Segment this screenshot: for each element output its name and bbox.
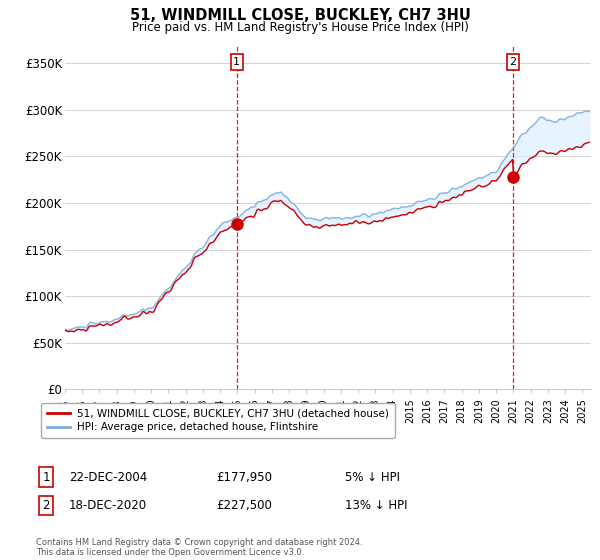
Text: Price paid vs. HM Land Registry's House Price Index (HPI): Price paid vs. HM Land Registry's House … <box>131 21 469 34</box>
Text: Contains HM Land Registry data © Crown copyright and database right 2024.
This d: Contains HM Land Registry data © Crown c… <box>36 538 362 557</box>
Text: 2: 2 <box>43 499 50 512</box>
Text: 1: 1 <box>233 57 241 67</box>
Legend: 51, WINDMILL CLOSE, BUCKLEY, CH7 3HU (detached house), HPI: Average price, detac: 51, WINDMILL CLOSE, BUCKLEY, CH7 3HU (de… <box>41 403 395 438</box>
Text: £177,950: £177,950 <box>216 470 272 484</box>
Text: 13% ↓ HPI: 13% ↓ HPI <box>345 499 407 512</box>
Text: 1: 1 <box>43 470 50 484</box>
Text: £227,500: £227,500 <box>216 499 272 512</box>
Text: 2: 2 <box>509 57 517 67</box>
Text: 5% ↓ HPI: 5% ↓ HPI <box>345 470 400 484</box>
Text: 22-DEC-2004: 22-DEC-2004 <box>69 470 147 484</box>
Text: 18-DEC-2020: 18-DEC-2020 <box>69 499 147 512</box>
Text: 51, WINDMILL CLOSE, BUCKLEY, CH7 3HU: 51, WINDMILL CLOSE, BUCKLEY, CH7 3HU <box>130 8 470 24</box>
